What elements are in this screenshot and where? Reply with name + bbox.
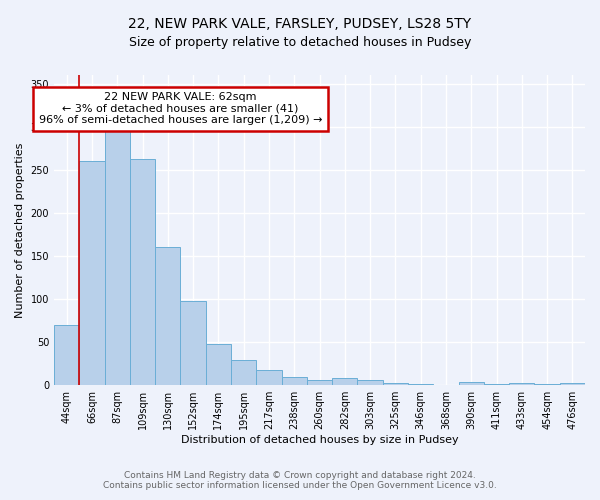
Bar	[231, 360, 256, 385]
Bar	[155, 248, 181, 385]
Text: 22, NEW PARK VALE, FARSLEY, PUDSEY, LS28 5TY: 22, NEW PARK VALE, FARSLEY, PUDSEY, LS28…	[128, 18, 472, 32]
Bar	[181, 301, 206, 385]
Bar	[281, 376, 307, 385]
Text: Contains HM Land Registry data © Crown copyright and database right 2024.
Contai: Contains HM Land Registry data © Crown c…	[103, 470, 497, 490]
Bar	[307, 380, 332, 385]
Bar	[130, 158, 155, 385]
Bar	[408, 384, 433, 385]
Bar	[206, 344, 231, 385]
Bar	[332, 378, 358, 385]
Text: Size of property relative to detached houses in Pudsey: Size of property relative to detached ho…	[129, 36, 471, 49]
Text: 22 NEW PARK VALE: 62sqm
← 3% of detached houses are smaller (41)
96% of semi-det: 22 NEW PARK VALE: 62sqm ← 3% of detached…	[39, 92, 322, 126]
Bar	[560, 382, 585, 385]
Bar	[79, 161, 104, 385]
Bar	[256, 370, 281, 385]
Y-axis label: Number of detached properties: Number of detached properties	[15, 142, 25, 318]
Bar	[458, 382, 484, 385]
Bar	[104, 131, 130, 385]
Bar	[358, 380, 383, 385]
Bar	[383, 382, 408, 385]
X-axis label: Distribution of detached houses by size in Pudsey: Distribution of detached houses by size …	[181, 435, 458, 445]
Bar	[509, 382, 535, 385]
Bar	[535, 384, 560, 385]
Bar	[54, 325, 79, 385]
Bar	[484, 384, 509, 385]
